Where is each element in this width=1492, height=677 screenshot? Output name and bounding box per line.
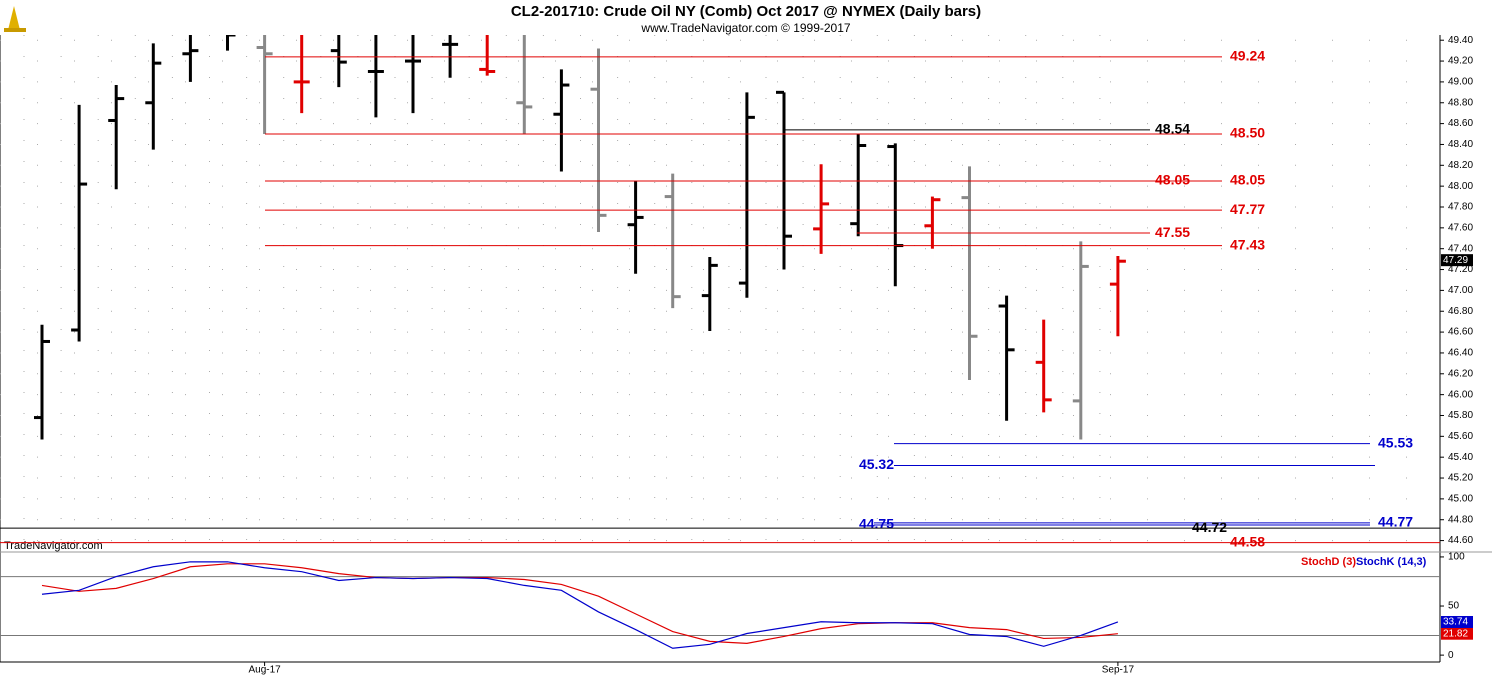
y-tick-label: 48.00 xyxy=(1448,181,1473,192)
level-label: 48.05 xyxy=(1230,172,1265,188)
level-label: 48.05 xyxy=(1155,172,1190,188)
level-label: 47.55 xyxy=(1155,224,1190,240)
last-price-box xyxy=(1441,254,1473,267)
y-tick-label: 49.00 xyxy=(1448,77,1473,88)
y-tick-label: 100 xyxy=(1448,552,1465,563)
last-value-box xyxy=(1441,615,1473,628)
y-tick-label: 47.00 xyxy=(1448,285,1473,296)
price-panel xyxy=(0,35,1440,551)
y-tick-label: 48.20 xyxy=(1448,160,1473,171)
y-tick-label: 48.80 xyxy=(1448,97,1473,108)
level-label: 45.53 xyxy=(1378,434,1413,450)
y-tick-label: 44.60 xyxy=(1448,535,1473,546)
level-label: 44.77 xyxy=(1378,514,1413,530)
y-tick-label: 47.60 xyxy=(1448,222,1473,233)
logo xyxy=(4,6,26,32)
legend-entry: StochD (3) xyxy=(1301,556,1356,568)
y-tick-label: 47.40 xyxy=(1448,243,1473,254)
stoch-line xyxy=(41,563,1118,644)
y-tick-label: 45.80 xyxy=(1448,410,1473,421)
watermark: TradeNavigator.com xyxy=(4,540,103,552)
last-value-label: 21.82 xyxy=(1443,628,1468,639)
y-tick-label: 46.40 xyxy=(1448,348,1473,359)
y-tick-label: 50 xyxy=(1448,601,1460,612)
y-tick-label: 45.40 xyxy=(1448,452,1473,463)
level-label: 47.77 xyxy=(1230,201,1265,217)
level-label: 44.58 xyxy=(1230,533,1265,549)
y-tick-label: 45.60 xyxy=(1448,431,1473,442)
y-tick-label: 44.80 xyxy=(1448,514,1473,525)
level-label: 44.72 xyxy=(1192,519,1227,535)
x-tick-label: Aug-17 xyxy=(248,665,281,676)
y-tick-label: 47.80 xyxy=(1448,202,1473,213)
level-label: 45.32 xyxy=(859,456,894,472)
y-tick-label: 48.40 xyxy=(1448,139,1473,150)
stoch-line xyxy=(41,561,1119,649)
y-tick-label: 45.00 xyxy=(1448,494,1473,505)
y-tick-label: 46.00 xyxy=(1448,389,1473,400)
level-label: 48.50 xyxy=(1230,125,1265,141)
x-tick-label: Sep-17 xyxy=(1102,665,1135,676)
y-tick-label: 49.20 xyxy=(1448,56,1473,67)
y-tick-label: 46.20 xyxy=(1448,368,1473,379)
y-tick-label: 0 xyxy=(1448,650,1454,661)
level-label: 49.24 xyxy=(1230,48,1265,64)
chart-subtitle: www.TradeNavigator.com © 1999-2017 xyxy=(640,21,850,35)
y-tick-label: 45.20 xyxy=(1448,473,1473,484)
level-label: 44.75 xyxy=(859,516,894,532)
last-value-box xyxy=(1441,627,1473,640)
y-tick-label: 48.60 xyxy=(1448,118,1473,129)
y-tick-label: 49.40 xyxy=(1448,35,1473,46)
last-value-label: 33.74 xyxy=(1443,617,1468,628)
level-label: 48.54 xyxy=(1155,121,1190,137)
y-tick-label: 47.20 xyxy=(1448,264,1473,275)
last-price-label: 47.29 xyxy=(1443,255,1468,266)
y-tick-label: 46.80 xyxy=(1448,306,1473,317)
chart-title: CL2-201710: Crude Oil NY (Comb) Oct 2017… xyxy=(511,3,981,20)
legend-entry: StochK (14,3) xyxy=(1356,556,1427,568)
level-label: 47.43 xyxy=(1230,236,1265,252)
y-tick-label: 46.60 xyxy=(1448,327,1473,338)
